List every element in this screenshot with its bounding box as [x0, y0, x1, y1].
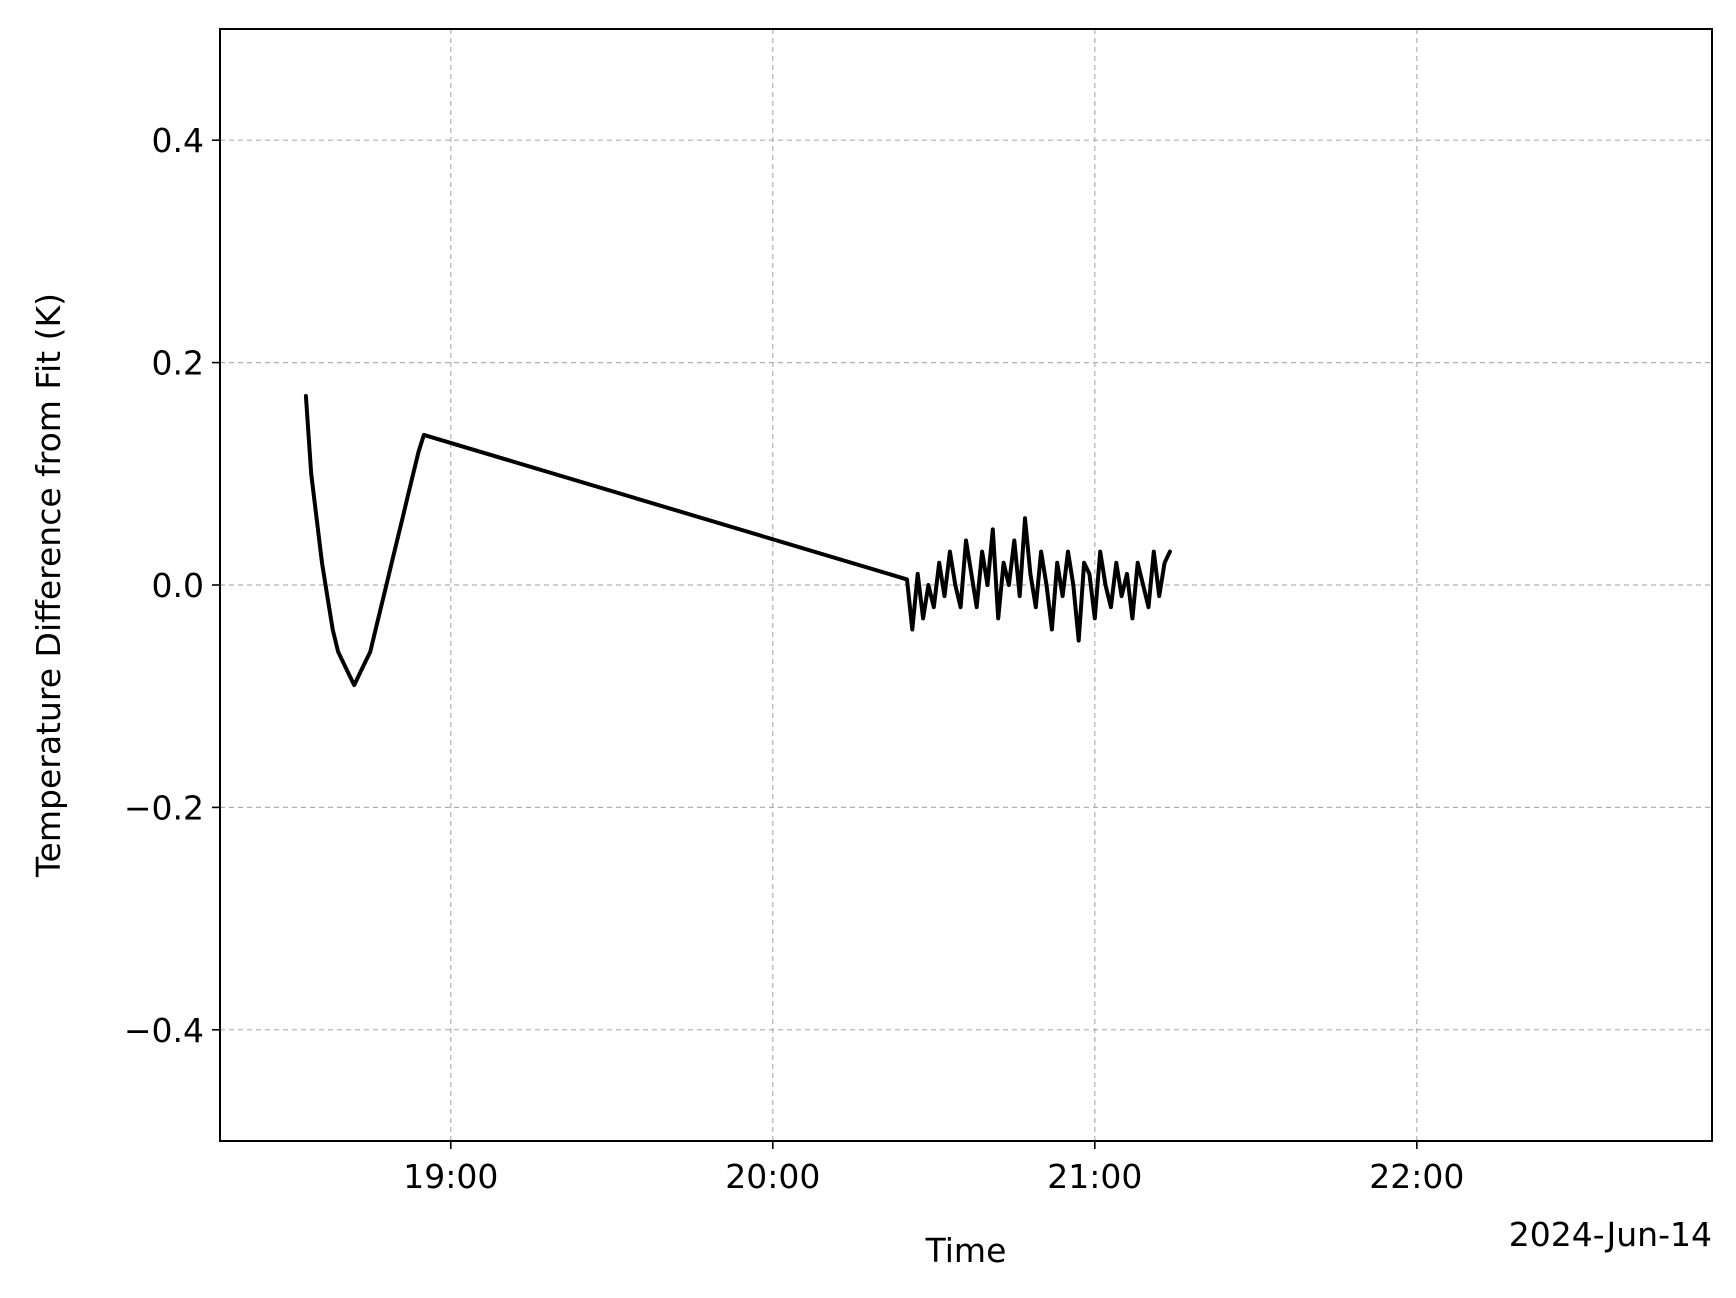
- x-tick-label: 19:00: [403, 1157, 498, 1196]
- grid: [220, 29, 1712, 1141]
- y-tick-label: −0.2: [124, 788, 204, 827]
- x-tick-label: 22:00: [1369, 1157, 1464, 1196]
- x-tick-label: 21:00: [1047, 1157, 1142, 1196]
- y-axis-label: Temperature Difference from Fit (K): [29, 293, 68, 878]
- y-tick-label: 0.0: [152, 566, 204, 605]
- x-offset-label: 2024-Jun-14: [1509, 1215, 1712, 1254]
- plot-area-frame: [219, 28, 1713, 1142]
- series-layer: [303, 394, 1172, 688]
- y-tick-label: 0.4: [152, 121, 204, 160]
- series-line: [303, 394, 1172, 688]
- ticks: 19:00 20:00 21:00 22:00 0.4 0.2 0.0 −0.2 −0.4: [124, 121, 1465, 1196]
- x-tick-label: 20:00: [725, 1157, 820, 1196]
- y-tick-label: 0.2: [152, 344, 204, 383]
- y-tick-label: −0.4: [124, 1011, 204, 1050]
- x-axis-label: Time: [925, 1231, 1007, 1270]
